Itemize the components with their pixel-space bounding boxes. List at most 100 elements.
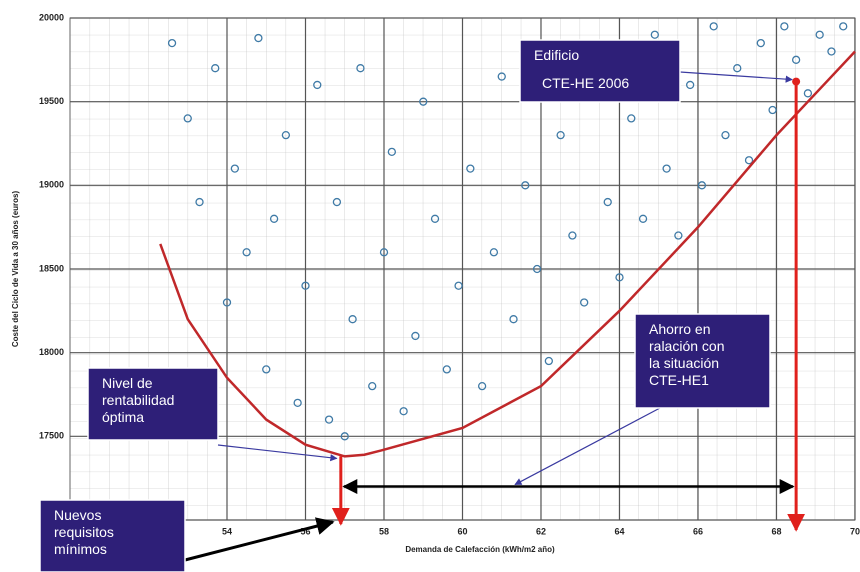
annotation-box: [519, 39, 681, 103]
point: [356, 64, 365, 73]
point: [568, 231, 577, 240]
point: [721, 130, 730, 140]
point: [242, 248, 251, 257]
cost-curve: [159, 50, 856, 458]
x-tick-label: 64: [614, 526, 624, 536]
point: [627, 114, 636, 123]
x-tick-label: 70: [850, 526, 860, 536]
point: [686, 80, 695, 90]
point: [803, 89, 813, 98]
point: [183, 114, 192, 123]
point: [489, 248, 499, 257]
y-tick-label: 20000: [39, 12, 64, 22]
annotation-line: óptima: [102, 409, 144, 425]
point: [466, 164, 475, 173]
point: [411, 331, 420, 341]
y-tick-label: 18500: [39, 263, 64, 273]
point: [815, 30, 824, 39]
annotation-line: requisitos: [54, 524, 114, 540]
point: [254, 33, 263, 43]
point: [230, 164, 240, 173]
point: [399, 407, 408, 416]
annotation-text: Ahorro en ralación con la situación CTE-HE1: [649, 321, 725, 388]
x-tick-label: 68: [771, 526, 781, 536]
point: [368, 381, 377, 391]
point: [662, 164, 671, 173]
point: [222, 298, 232, 307]
point: [387, 147, 397, 157]
point: [744, 156, 754, 165]
point: [733, 64, 742, 73]
annotation-box: [39, 499, 186, 572]
y-tick-label: 19500: [39, 96, 64, 106]
x-tick-label: 66: [693, 526, 703, 536]
annotation-text: Nuevos requisitos mínimos: [54, 507, 114, 557]
point: [638, 214, 648, 223]
annotation-text: Nivel de rentabilidad óptima: [102, 375, 174, 425]
point: [839, 22, 848, 31]
annotation-box: [87, 367, 219, 441]
point: [281, 130, 291, 140]
point: [674, 231, 683, 240]
point: [262, 365, 271, 374]
annotation-line: CTE-HE 2006: [542, 75, 629, 91]
annotation-line: CTE-HE1: [649, 372, 709, 388]
point: [521, 181, 530, 190]
point: [293, 398, 302, 408]
annotation-line: rentabilidad: [102, 392, 174, 408]
point: [348, 315, 357, 324]
annotation-pointer: [217, 444, 338, 462]
point: [827, 47, 836, 56]
point: [379, 248, 389, 257]
point: [580, 298, 589, 307]
point: [454, 281, 463, 290]
annotation-box: [634, 313, 771, 409]
point: [167, 38, 177, 48]
point: [430, 214, 440, 223]
y-tick-label: 19000: [39, 180, 64, 190]
annotation-line: Nivel de: [102, 375, 153, 391]
point: [780, 22, 789, 31]
point: [544, 356, 553, 366]
y-axis-title: Coste del Ciclo de Vida a 30 años (euros…: [11, 190, 20, 347]
point: [650, 30, 659, 39]
annotation-pointer: [679, 71, 793, 83]
point: [497, 72, 506, 81]
point: [615, 273, 624, 282]
y-tick-label: 17500: [39, 431, 64, 441]
annotation-pointer: [184, 517, 335, 562]
annotation-pointer: [514, 407, 661, 486]
point: [301, 281, 310, 290]
point: [195, 197, 204, 207]
point: [313, 80, 322, 90]
point: [768, 105, 777, 115]
point: [477, 381, 487, 391]
point: [709, 22, 718, 31]
y-tick-label: 18000: [39, 347, 64, 357]
x-axis-title: Demanda de Calefacción (kWh/m2 año): [405, 545, 555, 554]
annotation-text: Edificio CTE-HE 2006: [534, 47, 629, 91]
annotation-line: Nuevos: [54, 507, 101, 523]
point: [791, 55, 801, 64]
annotation-line: Ahorro en: [649, 321, 710, 337]
annotation-line: la situación: [649, 355, 719, 371]
point: [756, 38, 765, 48]
point: [697, 181, 707, 190]
point: [419, 97, 428, 106]
annotation-line: ralación con: [649, 338, 725, 354]
x-tick-label: 62: [536, 526, 546, 536]
x-tick-label: 54: [222, 526, 232, 536]
point: [532, 264, 542, 274]
annotation-line: mínimos: [54, 541, 107, 557]
building-point: [792, 77, 801, 86]
point: [340, 432, 349, 441]
x-tick-label: 60: [457, 526, 467, 536]
annotation-line: Edificio: [534, 47, 579, 63]
x-tick-label: 56: [300, 526, 310, 536]
point: [509, 315, 518, 324]
point: [556, 130, 565, 140]
x-tick-label: 58: [379, 526, 389, 536]
point: [269, 214, 279, 223]
point: [442, 365, 451, 374]
